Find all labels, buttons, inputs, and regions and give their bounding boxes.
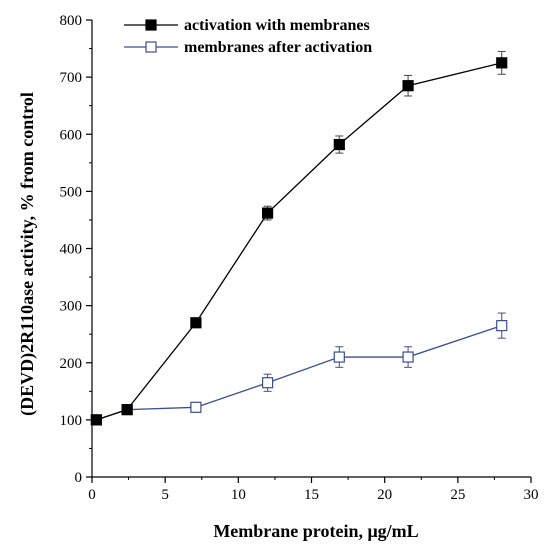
series-line [96,325,502,421]
y-tick-label: 400 [60,242,83,258]
data-point [190,401,202,413]
series [90,50,508,426]
series-line [96,62,502,421]
data-point [496,320,508,332]
y-axis-title: (DEVD)2R110ase activity, % from control [17,92,38,416]
series-membranes-after-activation [90,312,508,426]
x-tick-label: 15 [304,487,319,503]
data-point [333,138,345,151]
legend-entry: activation with membranes [124,17,370,34]
y-tick-label: 0 [75,470,83,486]
legend-marker [145,19,157,31]
y-ticks: 0 100 200 300 400 500 600 700 800 [60,13,92,486]
data-point [402,80,414,92]
series-activation-with-membranes [90,50,508,426]
y-tick-label: 700 [60,70,83,86]
legend: activation with membranes membranes after… [124,17,372,56]
x-tick-label: 25 [450,487,465,503]
y-tick-label: 800 [60,13,83,29]
x-axis-title: Membrane protein, μg/mL [213,521,418,541]
data-point [262,207,274,219]
y-tick-label: 200 [60,356,83,372]
x-tick-label: 0 [88,487,96,503]
x-tick-label: 20 [377,487,392,503]
data-point [90,414,102,426]
x-tick-label: 5 [161,487,169,503]
x-tick-label: 10 [231,487,246,503]
data-point [496,57,508,69]
x-ticks: 0 5 10 15 20 25 30 [88,477,539,503]
legend-label: membranes after activation [184,39,372,56]
data-point [190,317,202,329]
legend-label: activation with membranes [184,17,370,34]
y-tick-label: 600 [60,127,83,143]
data-point [121,403,133,416]
y-tick-label: 500 [60,184,83,200]
data-point [333,351,345,363]
legend-marker [145,41,157,53]
legend-entry: membranes after activation [124,39,372,56]
y-tick-label: 300 [60,299,83,315]
x-tick-label: 30 [524,487,539,503]
data-point [402,351,414,363]
y-tick-label: 100 [60,413,83,429]
data-point [262,377,274,389]
